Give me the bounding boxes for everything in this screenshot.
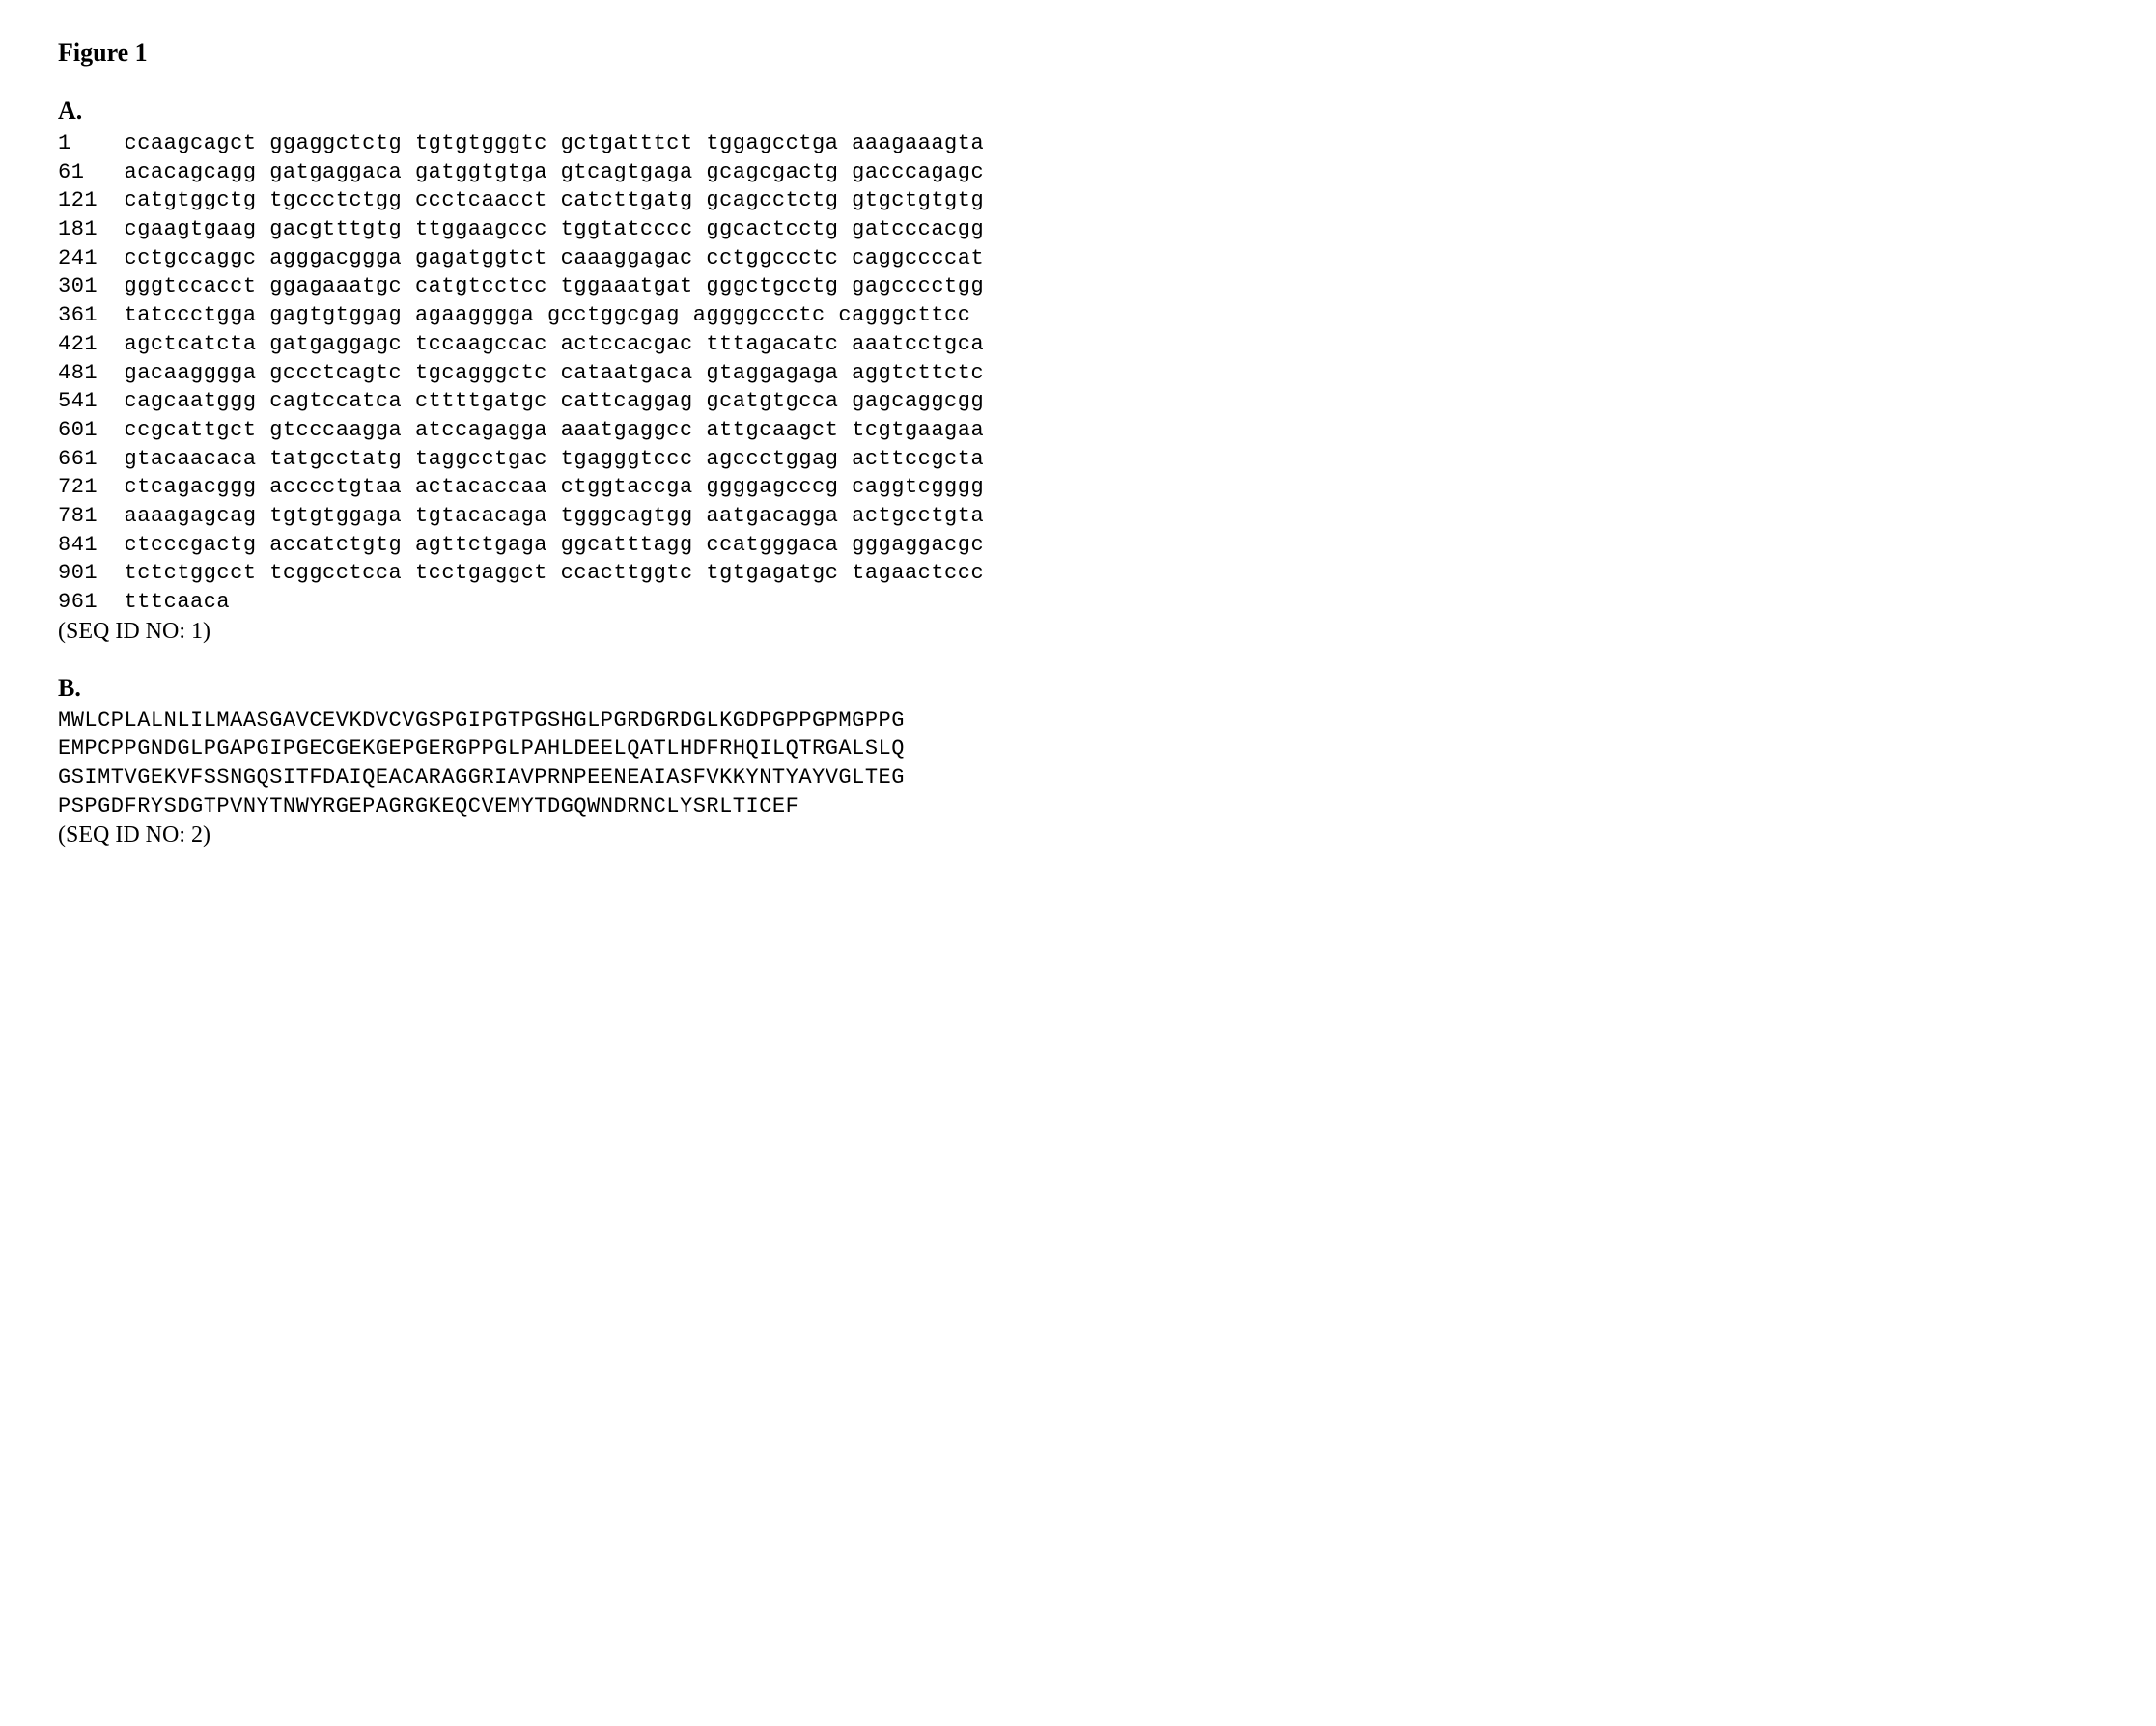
seq-id-a: (SEQ ID NO: 1) [58,619,2098,645]
nucleotide-sequence: 1 ccaagcagct ggaggctctg tgtgtgggtc gctga… [58,129,2098,617]
section-a-label: A. [58,97,2098,125]
figure-title: Figure 1 [58,39,2098,68]
protein-sequence: MWLCPLALNLILMAASGAVCEVKDVCVGSPGIPGTPGSHG… [58,707,2098,821]
section-b-label: B. [58,674,2098,703]
seq-id-b: (SEQ ID NO: 2) [58,822,2098,849]
